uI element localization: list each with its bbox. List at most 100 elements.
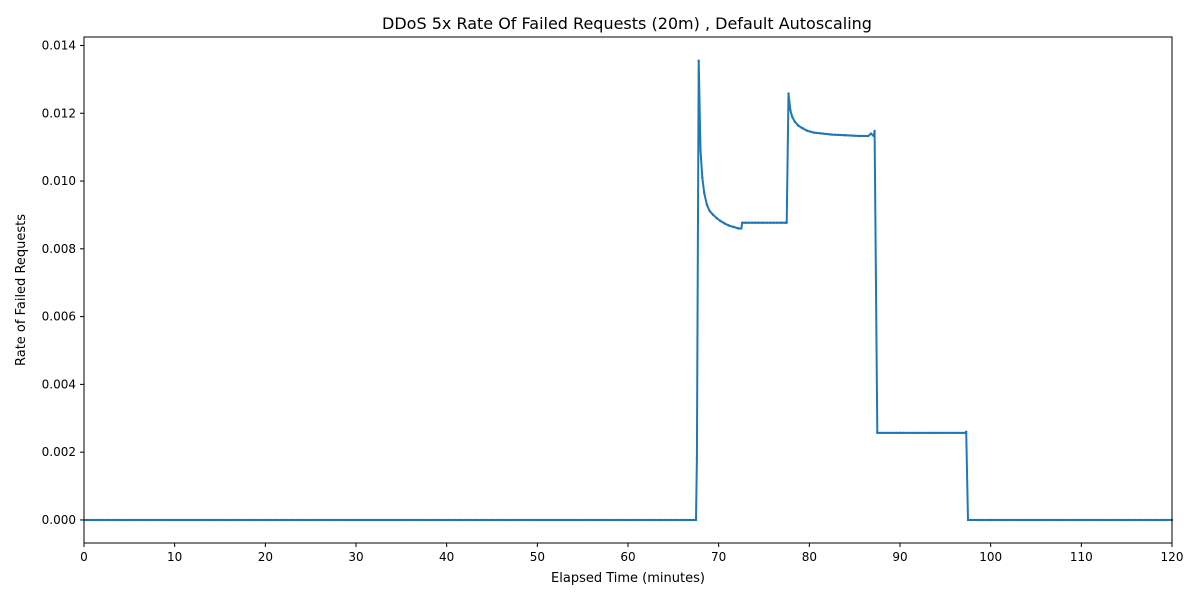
data-point — [546, 518, 549, 522]
data-point — [600, 518, 603, 522]
data-point — [1153, 518, 1156, 522]
data-point — [1143, 518, 1147, 522]
data-point — [422, 518, 425, 522]
data-point — [374, 518, 378, 522]
data-point — [1159, 518, 1162, 522]
data-point — [867, 134, 870, 138]
data-point — [606, 518, 609, 522]
data-point — [349, 518, 352, 522]
data-point — [489, 518, 492, 522]
data-point — [853, 134, 857, 137]
data-point — [473, 518, 476, 522]
data-point — [625, 518, 628, 522]
data-point — [343, 518, 346, 522]
data-point — [1099, 518, 1102, 522]
data-point — [425, 518, 428, 522]
data-point — [98, 518, 102, 522]
data-point — [806, 129, 809, 133]
plot-area: 0 10 20 30 40 50 60 70 80 90 100 110 120 0.0000.0020… — [42, 36, 1183, 564]
data-point — [999, 518, 1002, 522]
data-point — [789, 108, 792, 112]
data-point — [780, 221, 784, 224]
x-tick-label: 100 — [979, 550, 1002, 564]
data-point — [692, 518, 695, 522]
data-point — [694, 518, 698, 522]
data-point — [778, 221, 782, 224]
data-point — [298, 518, 301, 522]
data-point — [149, 518, 152, 522]
data-point — [574, 518, 578, 522]
data-point — [397, 518, 400, 522]
data-point — [631, 518, 635, 522]
data-point — [769, 221, 772, 224]
data-point — [924, 431, 927, 435]
data-point — [247, 518, 251, 522]
data-point — [159, 518, 162, 522]
data-point — [657, 518, 660, 522]
data-point — [1033, 518, 1037, 522]
data-point — [400, 518, 403, 522]
data-point — [895, 431, 898, 435]
data-point — [957, 431, 960, 435]
data-point — [295, 518, 298, 522]
data-point — [105, 518, 108, 522]
data-point — [235, 518, 238, 522]
data-point — [571, 518, 574, 522]
data-point — [703, 191, 706, 195]
data-point — [751, 221, 754, 224]
data-point — [1169, 518, 1172, 522]
data-point — [622, 518, 625, 522]
data-point — [679, 518, 682, 522]
data-point — [809, 130, 812, 133]
data-point — [885, 431, 889, 435]
data-point — [482, 518, 485, 522]
data-point — [1059, 518, 1062, 522]
data-point — [869, 132, 873, 135]
data-point — [193, 518, 197, 522]
x-tick-label: 30 — [348, 550, 363, 564]
data-point — [989, 518, 992, 522]
data-point — [873, 129, 876, 133]
data-point — [254, 518, 257, 522]
data-point — [938, 431, 941, 435]
data-point — [416, 518, 419, 522]
data-point — [654, 518, 657, 522]
data-point — [568, 518, 571, 522]
data-point — [178, 518, 181, 522]
data-point — [973, 518, 976, 522]
data-point — [801, 127, 805, 130]
data-point — [209, 518, 213, 522]
y-tick-label: 0.012 — [42, 106, 76, 120]
data-point — [485, 518, 489, 522]
data-point — [914, 431, 918, 435]
data-point — [174, 518, 178, 522]
data-point — [821, 132, 825, 135]
data-point — [390, 518, 393, 522]
data-point — [1121, 518, 1124, 522]
data-point — [352, 518, 355, 522]
data-point — [947, 431, 951, 435]
plot-frame — [83, 36, 1173, 544]
data-point — [200, 518, 203, 522]
data-point — [603, 518, 606, 522]
data-point — [844, 134, 847, 137]
data-point — [542, 518, 546, 522]
data-point — [555, 518, 558, 522]
data-point — [320, 518, 324, 522]
data-point — [466, 518, 470, 522]
data-point — [840, 133, 843, 137]
data-point — [92, 518, 95, 522]
data-point — [1043, 518, 1046, 522]
data-point — [146, 518, 149, 522]
data-point — [130, 518, 133, 522]
data-point — [539, 518, 543, 522]
data-point — [292, 518, 295, 522]
data-point — [950, 431, 954, 435]
data-point — [565, 518, 568, 522]
data-point — [917, 431, 921, 435]
data-point — [155, 518, 159, 522]
data-point — [584, 518, 587, 522]
data-point — [251, 518, 254, 522]
data-point — [330, 518, 333, 522]
